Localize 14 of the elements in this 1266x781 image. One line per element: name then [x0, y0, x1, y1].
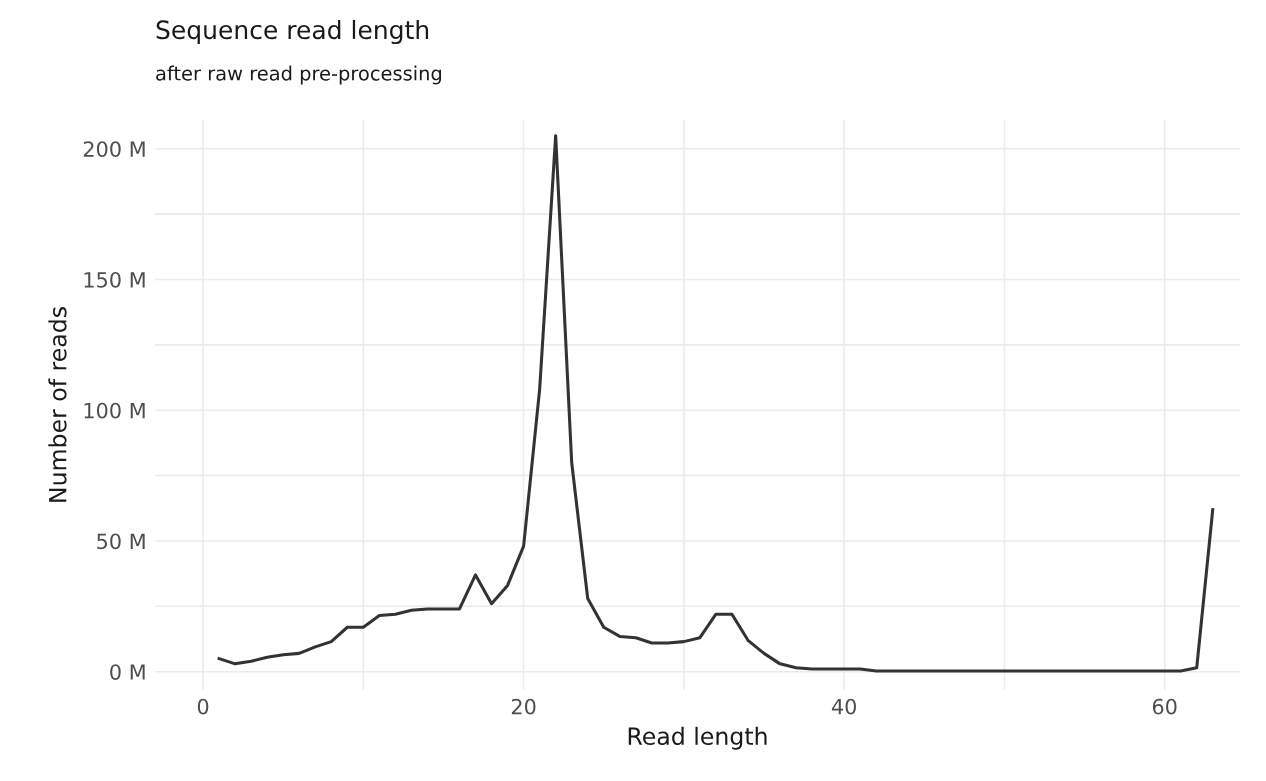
x-tick-label: 60: [1152, 698, 1177, 715]
chart-title: Sequence read length: [156, 19, 429, 45]
x-tick-label: 40: [831, 698, 857, 715]
x-tick-label: 20: [511, 698, 536, 715]
y-tick-label: 100 M: [84, 402, 145, 419]
x-tick-label: 0: [197, 698, 209, 715]
chart-subtitle: after raw read pre-processing: [156, 65, 442, 85]
line-series: [217, 134, 1215, 673]
x-axis-title: Read length: [628, 726, 767, 750]
y-tick-label: 50 M: [97, 533, 145, 550]
y-tick-label: 200 M: [83, 141, 145, 157]
y-tick-label: 0 M: [110, 664, 145, 680]
y-tick-label: 150 M: [84, 271, 145, 288]
y-axis-title: Number of reads: [48, 307, 67, 502]
